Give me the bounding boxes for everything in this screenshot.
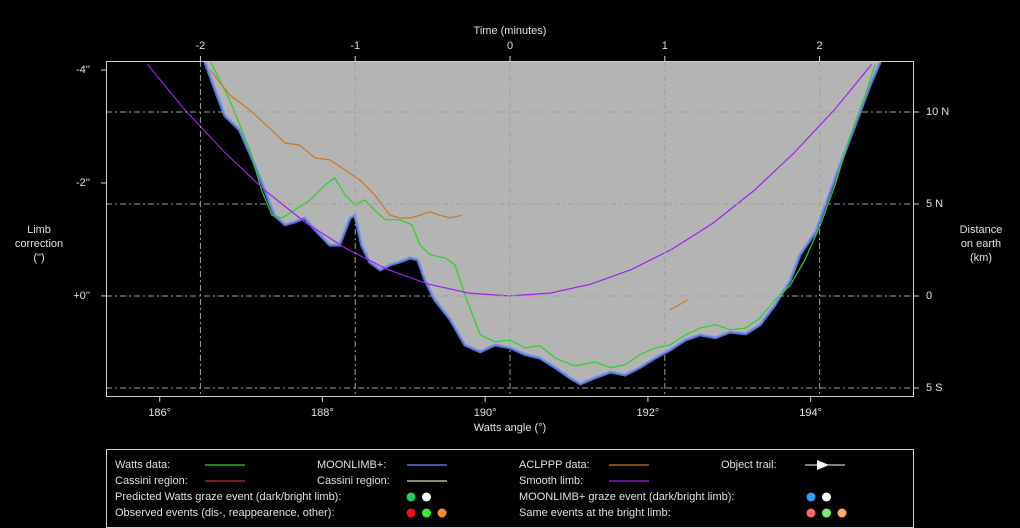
legend-dot [422,508,431,518]
series-line [209,69,689,311]
legend-dot [406,492,416,502]
x2-tick-label: 0 [507,40,513,52]
y2-axis-label: on earth [961,238,1001,250]
y2-tick-label: 5 N [926,198,943,210]
limb-profile-fill [204,61,881,384]
y-axis-label: Limb [27,224,51,236]
y-tick-label: -4'' [76,64,90,76]
legend-label: Object trail: [721,459,777,471]
legend-dot [406,508,416,518]
legend-dot [422,492,431,502]
x2-tick-label: -1 [350,40,360,52]
plot-frame [106,61,914,397]
x-tick-label: 186° [148,407,171,419]
legend-label: ACLPPP data: [519,459,590,471]
x-tick-label: 194° [799,407,822,419]
legend-label: Cassini region: [115,475,188,487]
legend-dot [822,492,831,502]
series-line [209,61,876,369]
x-axis-label: Watts angle (°) [474,422,546,434]
limb-profile-edge [203,61,882,386]
x2-tick-label: 1 [662,40,668,52]
y-axis-label: (") [33,252,44,264]
x-tick-label: 192° [637,407,660,419]
legend-dot [806,492,816,502]
legend-label: Same events at the bright limb: [519,507,671,519]
legend-label: Smooth limb: [519,475,583,487]
legend-label: Watts data: [115,459,170,471]
legend-label: MOONLIMB+: [317,459,386,471]
y2-axis-label: (km) [970,252,992,264]
y2-tick-label: 0 [926,290,932,302]
y-tick-label: -2'' [76,177,90,189]
y-tick-label: +0'' [73,290,90,302]
x-tick-label: 190° [474,407,497,419]
x2-axis-label: Time (minutes) [474,25,547,37]
y2-tick-label: 5 S [926,382,943,394]
legend-label: Observed events (dis-, reappearence, oth… [115,507,335,519]
y2-axis-label: Distance [960,224,1003,236]
x2-tick-label: 2 [817,40,823,52]
legend-label: MOONLIMB+ graze event (dark/bright limb)… [519,491,735,503]
legend-label: Cassini region: [317,475,390,487]
legend-dot [837,508,847,518]
legend-dot [822,508,831,518]
y2-tick-label: 10 N [926,106,949,118]
legend-label: Predicted Watts graze event (dark/bright… [115,491,341,503]
x-tick-label: 188° [311,407,334,419]
x2-tick-label: -2 [196,40,206,52]
legend-arrow [817,460,829,470]
legend-dot [806,508,816,518]
legend-dot [437,508,447,518]
y-axis-label: correction [15,238,63,250]
